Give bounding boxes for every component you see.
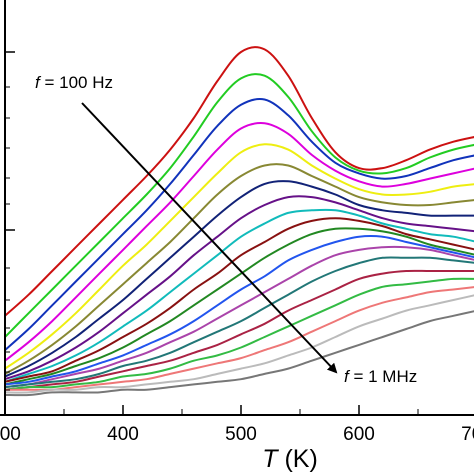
x-tick-label: 300 bbox=[0, 424, 21, 445]
annotation-value: = 1 MHz bbox=[349, 367, 418, 386]
x-tick-label: 600 bbox=[343, 424, 375, 445]
series-line-8 bbox=[5, 195, 474, 381]
annotation-f-1mhz: f = 1 MHz bbox=[344, 367, 417, 386]
series-line-16 bbox=[5, 277, 474, 391]
series-line-10 bbox=[5, 217, 474, 383]
x-tick-labels: 300 400 500 600 700 bbox=[0, 424, 474, 445]
series-line-19 bbox=[5, 310, 474, 397]
series-line-6 bbox=[5, 163, 474, 375]
annotation-variable: f bbox=[35, 73, 42, 92]
series-line-4 bbox=[5, 122, 474, 362]
series-line-5 bbox=[5, 143, 474, 370]
y-axis-ticks bbox=[5, 51, 15, 391]
series-line-11 bbox=[5, 227, 474, 386]
x-tick-label: 700 bbox=[461, 424, 474, 445]
annotation-variable: f bbox=[344, 367, 351, 386]
frequency-arrow bbox=[81, 102, 338, 374]
series-layer bbox=[5, 46, 474, 397]
x-axis-variable: T bbox=[262, 445, 279, 473]
series-line-17 bbox=[5, 286, 474, 391]
series-line-7 bbox=[5, 180, 474, 378]
series-line-13 bbox=[5, 245, 474, 389]
x-axis-title: T (K) bbox=[262, 445, 318, 473]
series-line-12 bbox=[5, 235, 474, 386]
series-line-14 bbox=[5, 256, 474, 389]
annotation-f-100hz: f = 100 Hz bbox=[35, 73, 113, 92]
series-line-2 bbox=[5, 73, 474, 338]
x-axis-ticks bbox=[63, 405, 419, 415]
x-tick-label: 500 bbox=[225, 424, 257, 445]
series-line-15 bbox=[5, 269, 474, 391]
x-tick-label: 400 bbox=[107, 424, 139, 445]
series-line-18 bbox=[5, 294, 474, 394]
x-axis-unit: (K) bbox=[278, 445, 318, 473]
series-line-3 bbox=[5, 97, 474, 351]
series-line-9 bbox=[5, 208, 474, 383]
annotation-value: = 100 Hz bbox=[40, 73, 113, 92]
series-line-1 bbox=[5, 46, 474, 317]
